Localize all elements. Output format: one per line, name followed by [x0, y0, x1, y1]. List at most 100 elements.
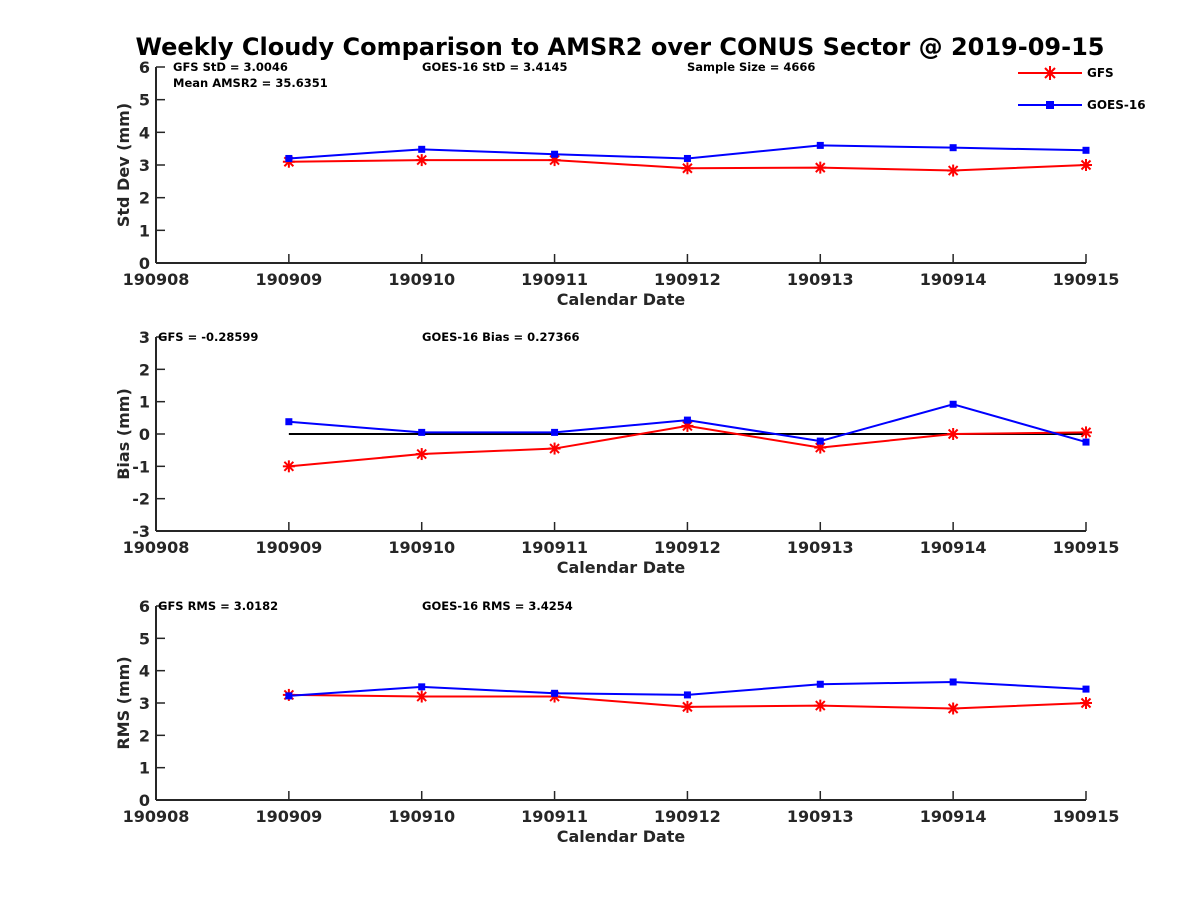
std-y-tick-label: 5 [139, 91, 150, 110]
rms-y-tick-label: 6 [139, 597, 150, 616]
bias-y-tick-label: 0 [139, 425, 150, 444]
bias-gfs-point [548, 442, 561, 455]
rms-goes-16-point [949, 678, 957, 686]
rms-x-tick-label: 190915 [1053, 807, 1120, 826]
bias-goes-16-point [949, 400, 957, 408]
std-x-tick-label: 190911 [521, 270, 588, 289]
bias-y-tick-label: -1 [132, 457, 150, 476]
std-x-tick-label: 190910 [388, 270, 455, 289]
std-y-tick-label: 1 [139, 221, 150, 240]
bias-gfs-point [282, 460, 295, 473]
std-y-tick-label: 0 [139, 254, 150, 273]
std-x-tick-label: 190908 [123, 270, 190, 289]
rms-gfs-point [415, 690, 428, 703]
bias-x-tick-label: 190911 [521, 538, 588, 557]
bias-y-tick-label: -2 [132, 490, 150, 509]
bias-x-tick-label: 190915 [1053, 538, 1120, 557]
rms-x-tick-label: 190911 [521, 807, 588, 826]
rms-x-tick-label: 190908 [123, 807, 190, 826]
bias-gfs-point [415, 448, 428, 461]
rms-x-tick-label: 190910 [388, 807, 455, 826]
bias-y-axis-label: Bias (mm) [114, 388, 133, 480]
std-x-tick-label: 190915 [1053, 270, 1120, 289]
std-annotation-a1: GFS StD = 3.0046 [173, 60, 288, 74]
std-y-axis-label: Std Dev (mm) [114, 103, 133, 227]
std-goes-16-point [285, 154, 293, 162]
std-x-tick-label: 190913 [787, 270, 854, 289]
bias-x-tick-label: 190912 [654, 538, 721, 557]
std-x-axis-label: Calendar Date [557, 290, 686, 309]
bias-y-tick-label: 3 [139, 328, 150, 347]
bias-goes-16-point [816, 437, 824, 445]
rms-goes-16-point [285, 692, 293, 700]
rms-x-tick-label: 190909 [255, 807, 322, 826]
std-x-tick-label: 190914 [920, 270, 987, 289]
bias-x-tick-label: 190914 [920, 538, 987, 557]
bias-y-tick-label: -3 [132, 522, 150, 541]
rms-y-tick-label: 4 [139, 662, 150, 681]
bias-annotation-b2: GOES-16 Bias = 0.27366 [422, 330, 579, 344]
rms-y-tick-label: 3 [139, 694, 150, 713]
rms-goes-16-point [683, 691, 691, 699]
bias-y-tick-label: 2 [139, 360, 150, 379]
chart-title: Weekly Cloudy Comparison to AMSR2 over C… [136, 33, 1105, 61]
rms-goes-16-point [816, 680, 824, 688]
rms-y-tick-label: 0 [139, 791, 150, 810]
bias-gfs-point [947, 428, 960, 440]
legend-gfs-label: GFS [1087, 66, 1114, 80]
rms-annotation-c1: GFS RMS = 3.0182 [158, 599, 278, 613]
rms-x-tick-label: 190912 [654, 807, 721, 826]
legend-gfs-marker [1043, 66, 1057, 80]
rms-x-tick-label: 190913 [787, 807, 854, 826]
std-annotation-a4: Mean AMSR2 = 35.6351 [173, 76, 328, 90]
bias-x-tick-label: 190913 [787, 538, 854, 557]
bias-x-tick-label: 190908 [123, 538, 190, 557]
rms-gfs-point [681, 700, 694, 713]
legend: GFS GOES-16 [1018, 66, 1146, 112]
rms-goes-16-point [1082, 685, 1090, 693]
std-y-tick-label: 2 [139, 189, 150, 208]
bias-x-tick-label: 190910 [388, 538, 455, 557]
bias-panel: -3 -2 -1 0 1 2 3 190908 190909 190910 190911 190912… [114, 328, 1119, 577]
legend-goes16-label: GOES-16 [1087, 98, 1146, 112]
rms-y-tick-label: 2 [139, 726, 150, 745]
bias-y-tick-label: 1 [139, 393, 150, 412]
rms-x-axis-label: Calendar Date [557, 827, 686, 846]
rms-goes-16-point [418, 683, 426, 691]
bias-goes-16-point [551, 428, 559, 436]
std-annotation-a2: GOES-16 StD = 3.4145 [422, 60, 567, 74]
std-gfs-point [814, 161, 827, 174]
bias-goes-16-point [285, 418, 293, 426]
bias-goes-16-point [1082, 438, 1090, 446]
std-y-tick-label: 3 [139, 156, 150, 175]
bias-gfs-point [1080, 426, 1092, 439]
rms-panel: 0 1 2 3 4 5 6 190908 190909 190910 190911 190912 190… [114, 597, 1119, 846]
rms-gfs-point [1080, 697, 1092, 709]
std-gfs-point [681, 162, 694, 175]
std-y-tick-label: 6 [139, 58, 150, 77]
rms-annotation-c2: GOES-16 RMS = 3.4254 [422, 599, 573, 613]
bias-annotation-b1: GFS = -0.28599 [158, 330, 258, 344]
rms-y-tick-label: 5 [139, 629, 150, 648]
std-annotation-a3: Sample Size = 4666 [687, 60, 815, 74]
rms-x-tick-label: 190914 [920, 807, 987, 826]
bias-goes-16-point [418, 428, 426, 436]
std-goes-16-point [551, 150, 559, 158]
legend-goes16-marker [1046, 101, 1054, 109]
bias-x-tick-label: 190909 [255, 538, 322, 557]
std-gfs-point [415, 154, 428, 167]
rms-y-tick-label: 1 [139, 759, 150, 778]
rms-y-axis-label: RMS (mm) [114, 656, 133, 749]
std-gfs-point [1080, 159, 1092, 171]
bias-goes-16-point [683, 416, 691, 424]
std-gfs-point [947, 164, 960, 177]
std-x-tick-label: 190912 [654, 270, 721, 289]
std-goes-16-point [1082, 146, 1090, 154]
bias-x-axis-label: Calendar Date [557, 558, 686, 577]
std-goes-16-point [949, 144, 957, 152]
rms-goes-16-point [551, 689, 559, 697]
std-goes-16-point [418, 145, 426, 153]
std-y-tick-label: 4 [139, 123, 150, 142]
rms-gfs-point [814, 699, 827, 712]
